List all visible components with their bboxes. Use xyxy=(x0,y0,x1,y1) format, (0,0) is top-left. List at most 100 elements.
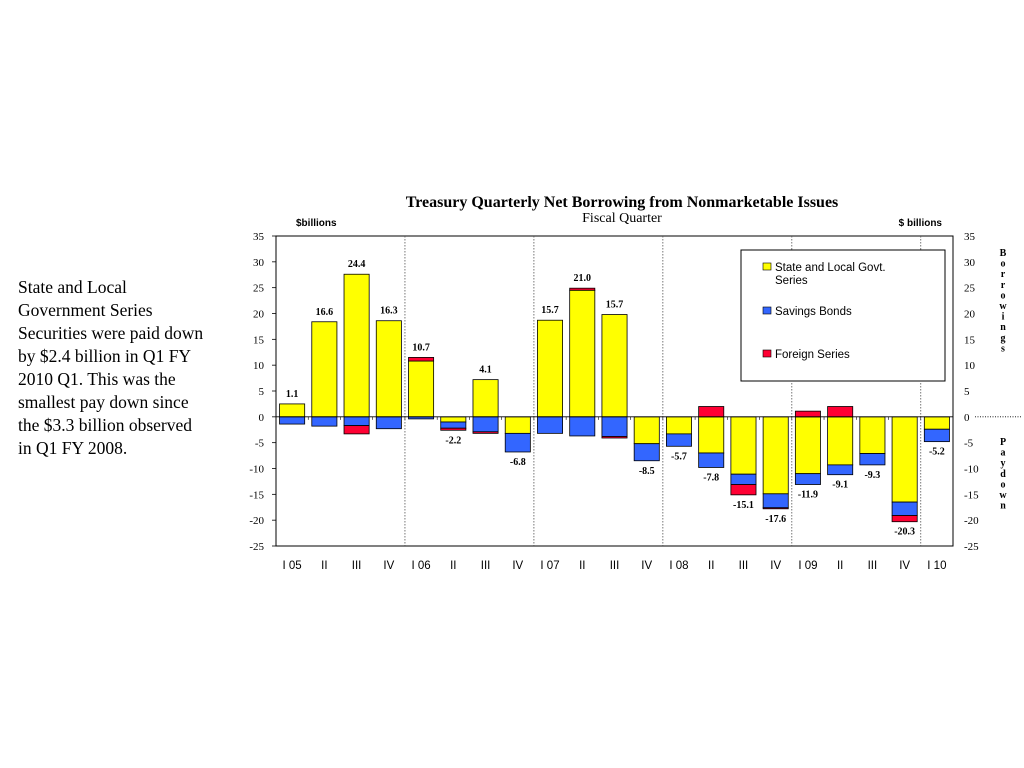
bar-foreign-series xyxy=(601,436,628,439)
side-label-letter: r xyxy=(1001,280,1006,291)
y-tick-label-left: 20 xyxy=(253,309,265,321)
bar-state-local xyxy=(698,416,725,454)
legend-label-savings-bonds: Savings Bonds xyxy=(775,306,852,318)
data-label: -5.2 xyxy=(929,447,945,458)
data-label: 21.0 xyxy=(574,273,592,284)
side-label-letter: y xyxy=(1001,458,1006,469)
data-label: -11.9 xyxy=(798,490,818,501)
x-tick-label: I 05 xyxy=(283,560,302,572)
bar-state-local xyxy=(279,403,306,418)
bar-foreign-series xyxy=(827,406,854,418)
bar-state-local xyxy=(569,289,596,418)
bar-savings-bonds xyxy=(827,464,854,476)
bar-savings-bonds xyxy=(375,416,402,430)
y-tick-label-right: -5 xyxy=(964,438,974,450)
side-label-letter: n xyxy=(1000,322,1006,333)
legend-box xyxy=(740,249,946,382)
bar-savings-bonds xyxy=(504,432,531,453)
side-label-letter: i xyxy=(1002,312,1005,323)
data-label: -8.5 xyxy=(639,466,655,477)
side-label-letter: a xyxy=(1001,448,1006,459)
bar-state-local xyxy=(762,416,789,495)
y-tick-label-left: 30 xyxy=(253,257,265,269)
bar-savings-bonds xyxy=(923,428,950,443)
bar-state-local xyxy=(666,416,692,435)
data-label: -9.3 xyxy=(864,470,880,481)
right-unit-label: $ billions xyxy=(899,218,943,229)
data-label: 16.3 xyxy=(380,306,398,317)
data-label: -6.8 xyxy=(510,457,526,468)
x-tick-label: II xyxy=(321,560,327,572)
y-tick-label-left: 15 xyxy=(253,334,265,346)
bar-savings-bonds xyxy=(698,452,725,468)
y-tick-label-left: -10 xyxy=(249,464,264,476)
side-label-letter: o xyxy=(1001,259,1006,270)
bar-savings-bonds xyxy=(666,433,692,447)
legend-label-line: Series xyxy=(775,275,808,287)
side-label-letter: w xyxy=(999,490,1007,501)
bar-savings-bonds xyxy=(859,453,886,466)
x-axis: I 05 II III IV I 06 II III IV I 07 II III IV I 08 II I… xyxy=(283,416,946,572)
bar-state-local xyxy=(633,416,660,445)
x-tick-label: I 09 xyxy=(798,560,817,572)
bar-state-local xyxy=(440,416,467,423)
bar-foreign-series xyxy=(762,507,789,510)
bar-state-local xyxy=(601,314,628,418)
bar-savings-bonds xyxy=(472,416,499,433)
bar-savings-bonds xyxy=(794,473,821,485)
y-tick-label-right: 30 xyxy=(964,257,976,269)
bar-state-local xyxy=(504,416,531,434)
bar-savings-bonds xyxy=(762,493,789,509)
bar-foreign-series xyxy=(730,484,757,496)
bar-savings-bonds xyxy=(311,416,338,427)
x-tick-label: I 10 xyxy=(927,560,946,572)
x-tick-label: IV xyxy=(899,560,910,572)
bar-savings-bonds xyxy=(730,473,757,485)
data-label: 24.4 xyxy=(348,259,366,270)
bar-state-local xyxy=(891,416,918,503)
bar-state-local xyxy=(730,416,757,475)
legend-label-foreign-series: Foreign Series xyxy=(775,349,850,361)
side-label-letter: w xyxy=(999,301,1007,312)
side-label-letter: g xyxy=(1001,333,1006,344)
bar-foreign-series xyxy=(891,515,918,523)
legend-swatch-foreign-series xyxy=(762,349,772,358)
bar-state-local xyxy=(859,416,886,454)
x-tick-label: I 08 xyxy=(669,560,688,572)
x-tick-label: III xyxy=(352,560,362,572)
data-label: -7.8 xyxy=(703,472,719,483)
data-label: 16.6 xyxy=(316,307,334,318)
y-axis-right: 35 30 25 20 15 10 5 0 -5 -10 -15 -20 -25 xyxy=(964,231,979,553)
bar-state-local xyxy=(408,360,435,418)
data-label: -15.1 xyxy=(733,500,754,511)
legend: State and Local Govt. Series Savings Bond… xyxy=(740,249,946,382)
legend-label-line: State and Local Govt. xyxy=(775,262,886,274)
bar-foreign-series xyxy=(569,287,596,291)
bar-savings-bonds xyxy=(569,416,596,437)
data-label: -2.2 xyxy=(445,435,461,446)
data-label: -9.1 xyxy=(832,480,848,491)
x-tick-label: III xyxy=(610,560,620,572)
x-tick-label: IV xyxy=(770,560,781,572)
side-label-letter: d xyxy=(1000,469,1006,480)
y-tick-label-left: 35 xyxy=(253,231,265,243)
data-labels: 1.1 16.6 24.4 16.3 10.7 -2.2 4.1 -6.8 15.7 21.0 15… xyxy=(286,259,945,537)
bar-state-local xyxy=(311,321,338,418)
side-label-letter: r xyxy=(1001,269,1006,280)
bar-foreign-series xyxy=(698,406,725,418)
y-tick-label-left: 0 xyxy=(259,412,265,424)
y-tick-label-left: -15 xyxy=(249,489,264,501)
data-label: 15.7 xyxy=(541,305,559,316)
data-label: -5.7 xyxy=(671,451,687,462)
y-tick-label-right: 35 xyxy=(964,231,976,243)
y-tick-label-right: 25 xyxy=(964,283,976,295)
side-label-letter: P xyxy=(1000,437,1006,448)
bar-state-local xyxy=(923,416,950,430)
bar-state-local xyxy=(537,319,563,418)
x-tick-label: II xyxy=(837,560,843,572)
bar-state-local xyxy=(794,416,821,475)
x-tick-label: IV xyxy=(512,560,523,572)
x-tick-label: I 07 xyxy=(540,560,559,572)
